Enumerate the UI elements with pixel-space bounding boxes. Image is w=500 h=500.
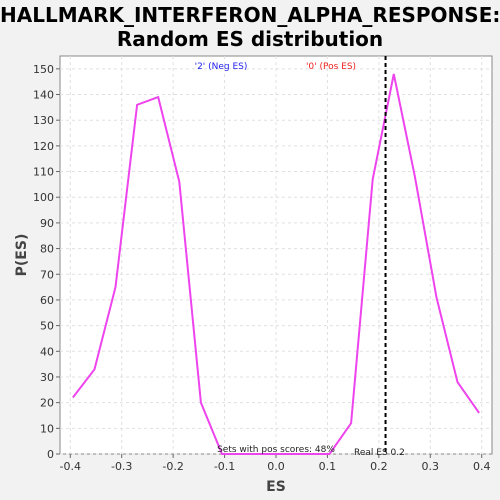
y-tick-label: 130 — [33, 114, 54, 127]
y-axis-ticks: 0 10 20 30 40 50 60 70 80 90 100 110 120 130 140 150 — [33, 63, 60, 461]
x-axis-ticks: -0.4 -0.3 -0.2 -0.1 0.0 0.1 0.2 0.3 0.4 — [60, 454, 491, 473]
x-tick-label: 0.1 — [319, 460, 337, 473]
x-tick-label: 0.0 — [267, 460, 285, 473]
real-es-label: Real ES 0.2 — [354, 448, 405, 458]
y-axis-label: P(ES) — [14, 234, 30, 277]
y-tick-label: 120 — [33, 140, 54, 153]
chart-title-line1: HALLMARK_INTERFERON_ALPHA_RESPONSE: — [0, 3, 500, 27]
y-tick-label: 20 — [40, 397, 54, 410]
series-line — [72, 73, 480, 455]
y-tick-label: 30 — [40, 371, 54, 384]
x-tick-label: -0.2 — [162, 460, 183, 473]
neg-es-label: '2' (Neg ES) — [195, 62, 248, 72]
y-tick-label: 40 — [40, 345, 54, 358]
y-tick-label: 110 — [33, 166, 54, 179]
y-tick-label: 60 — [40, 294, 54, 307]
sets-with-pos-label: Sets with pos scores: 48% — [217, 445, 335, 455]
x-tick-label: -0.1 — [214, 460, 235, 473]
pos-es-label: '0' (Pos ES) — [306, 62, 356, 72]
y-tick-label: 100 — [33, 191, 54, 204]
grid — [60, 56, 492, 455]
y-tick-label: 0 — [47, 448, 54, 461]
y-tick-label: 10 — [40, 422, 54, 435]
x-axis-label: ES — [266, 479, 286, 495]
y-tick-label: 80 — [40, 243, 54, 256]
x-tick-label: 0.3 — [422, 460, 440, 473]
y-tick-label: 150 — [33, 63, 54, 76]
y-tick-label: 140 — [33, 89, 54, 102]
x-tick-label: -0.4 — [60, 460, 81, 473]
chart-title-line2: Random ES distribution — [116, 27, 384, 51]
y-tick-label: 50 — [40, 320, 54, 333]
x-tick-label: 0.2 — [370, 460, 388, 473]
y-tick-label: 90 — [40, 217, 54, 230]
x-tick-label: 0.4 — [473, 460, 491, 473]
x-tick-label: -0.3 — [111, 460, 132, 473]
y-tick-label: 70 — [40, 268, 54, 281]
